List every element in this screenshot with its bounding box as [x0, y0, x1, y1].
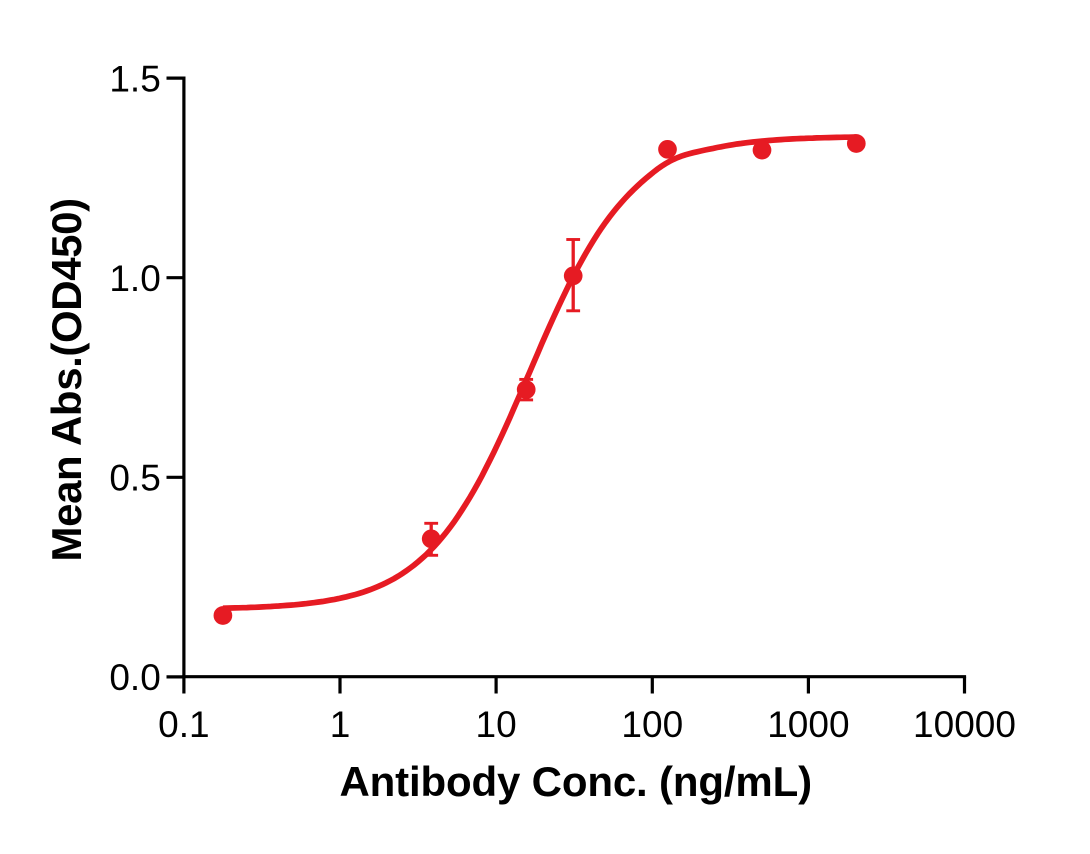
svg-text:0.1: 0.1 [158, 704, 209, 745]
svg-text:1000: 1000 [767, 704, 849, 745]
svg-text:100: 100 [621, 704, 683, 745]
svg-text:0.5: 0.5 [109, 458, 160, 499]
svg-text:0.0: 0.0 [109, 657, 160, 698]
svg-text:10: 10 [476, 704, 517, 745]
svg-text:Mean Abs.(OD450): Mean Abs.(OD450) [43, 198, 90, 561]
svg-text:1.5: 1.5 [109, 58, 160, 99]
svg-text:1.0: 1.0 [109, 258, 160, 299]
svg-text:Antibody Conc. (ng/mL): Antibody Conc. (ng/mL) [339, 758, 811, 805]
svg-text:1: 1 [330, 704, 351, 745]
svg-text:10000: 10000 [913, 704, 1016, 745]
